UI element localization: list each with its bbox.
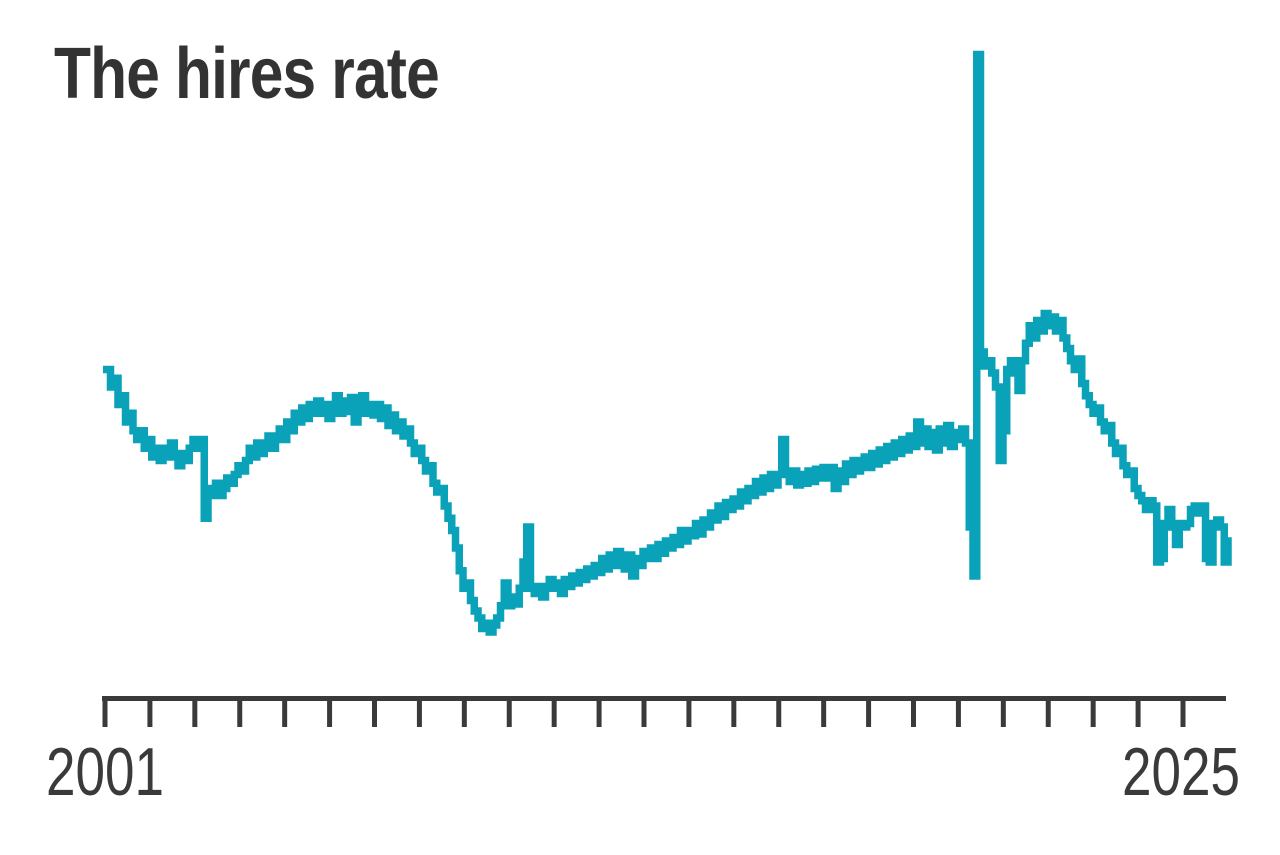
chart-title: The hires rate xyxy=(54,34,440,114)
x-axis-label-end-year: 2025 xyxy=(1122,734,1240,810)
x-axis xyxy=(102,696,1226,727)
x-axis-label-start-year: 2001 xyxy=(46,734,164,810)
hires-rate-series-line xyxy=(103,50,1232,636)
